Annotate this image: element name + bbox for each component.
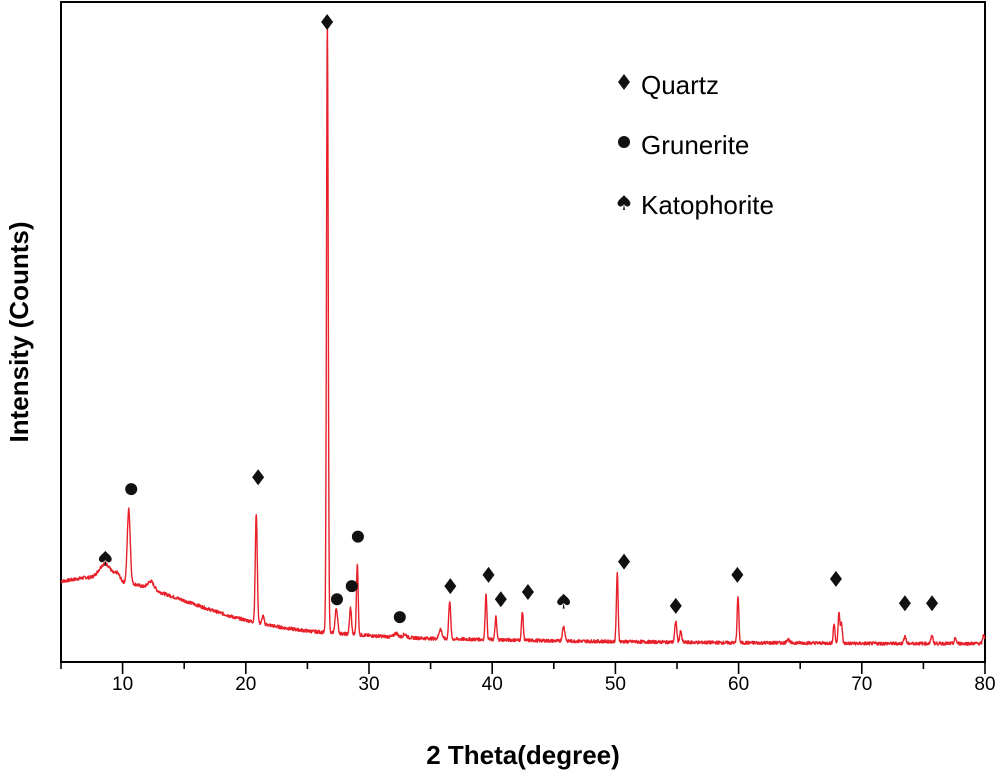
x-tick-label: 10 [112,674,133,695]
quartz-marker [898,595,911,612]
quartz-marker [669,597,682,614]
legend-katophorite-label: Katophorite [641,190,774,220]
legend-katophorite-symbol [617,195,631,210]
quartz-marker [829,570,842,587]
x-tick-label: 40 [482,674,503,695]
grunerite-marker [393,611,406,624]
quartz-marker [521,584,534,601]
phase-markers [98,14,939,624]
plot-frame [60,1,986,663]
x-axis-title: 2 Theta(degree) [426,740,620,770]
x-tick-label: 50 [605,674,626,695]
grunerite-marker [125,483,138,496]
katophorite-marker [557,593,571,609]
quartz-marker [494,591,507,608]
quartz-marker [926,595,939,612]
quartz-marker [482,566,495,583]
x-axis-ticks: 10 20 30 40 50 60 70 80 [60,662,996,695]
legend-quartz-symbol [618,74,630,90]
x-tick-label: 60 [728,674,749,695]
quartz-marker [444,578,457,595]
quartz-marker [731,566,744,583]
legend-grunerite-symbol [618,136,630,148]
x-tick-label: 30 [358,674,379,695]
grunerite-marker [345,580,358,593]
legend-grunerite-label: Grunerite [641,130,749,160]
quartz-marker [618,553,631,570]
y-axis-title: Intensity (Counts) [4,222,34,443]
legend: Quartz Grunerite Katophorite [617,70,774,220]
quartz-marker [252,469,265,486]
quartz-marker [321,14,334,30]
grunerite-marker [351,530,364,543]
legend-quartz-label: Quartz [641,70,719,100]
grunerite-marker [330,593,343,606]
x-tick-label: 70 [851,674,872,695]
x-tick-label: 20 [235,674,256,695]
katophorite-marker [98,550,112,566]
xrd-pattern-line [60,24,986,646]
x-tick-label: 80 [974,674,995,695]
